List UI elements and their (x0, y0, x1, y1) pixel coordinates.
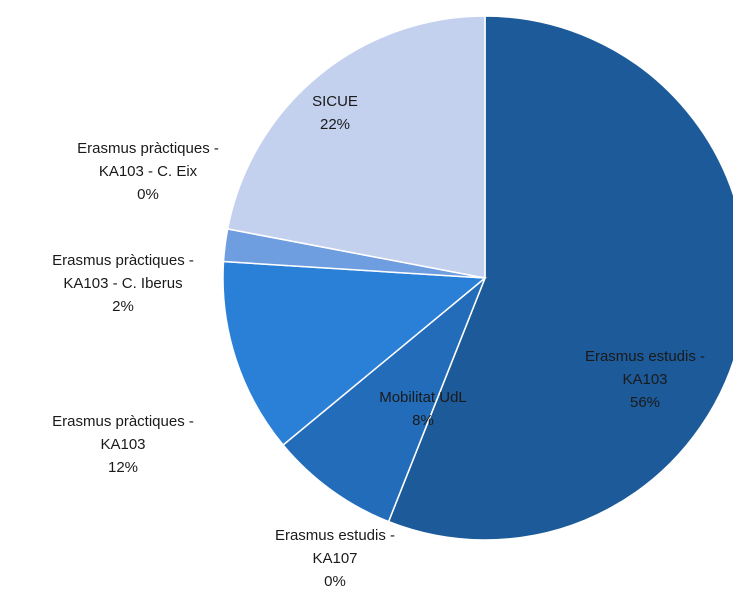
category-name: Mobilitat UdL (379, 389, 467, 406)
slice-label: Erasmus estudis - KA103 56% (581, 345, 709, 414)
pie-slice (387, 15, 733, 541)
slice-label: SICUE 22% (271, 90, 399, 136)
pie-slice (226, 15, 486, 279)
pie-slice (282, 277, 486, 523)
percent-label: 0% (137, 186, 159, 203)
category-name: SICUE (312, 93, 358, 110)
slice-label: Erasmus pràctiques - KA103 12% (51, 410, 196, 479)
percent-label: 12% (107, 459, 139, 476)
category-name: Erasmus pràctiques - KA103 (52, 413, 194, 453)
percent-label: 8% (412, 412, 434, 429)
slice-label: Erasmus pràctiques - KA103 - C. Iberus 2% (51, 249, 196, 318)
category-name: Erasmus pràctiques - KA103 - C. Eix (77, 140, 219, 180)
slice-label: Mobilitat UdL 8% (343, 386, 503, 432)
percent-label: 56% (629, 394, 661, 411)
percent-label: 2% (112, 298, 134, 315)
category-name: Erasmus estudis - KA103 (584, 348, 706, 388)
slice-label: Erasmus pràctiques - KA103 - C. Eix 0% (76, 137, 221, 206)
percent-label: 22% (319, 116, 351, 133)
pie-slice (222, 260, 487, 447)
slice-label: Erasmus estudis - KA107 0% (271, 524, 399, 589)
percent-label: 0% (324, 573, 346, 589)
category-name: Erasmus pràctiques - KA103 - C. Iberus (52, 252, 194, 292)
category-name: Erasmus estudis - KA107 (274, 527, 396, 567)
